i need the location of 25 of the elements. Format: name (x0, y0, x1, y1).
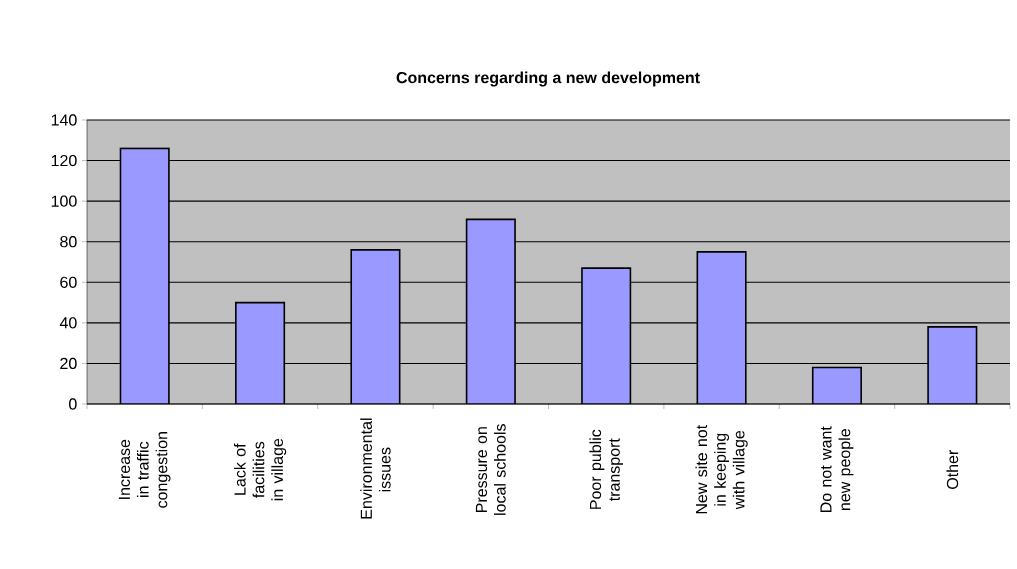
y-tick-label: 80 (60, 236, 77, 248)
bar (581, 267, 632, 404)
y-tick-label: 140 (51, 114, 77, 126)
y-tick-label: 120 (51, 154, 77, 167)
bar (696, 251, 747, 404)
bar (119, 147, 170, 404)
x-tick-label: Lack of facilities in village (233, 438, 287, 501)
bar (235, 301, 286, 404)
x-tick-label: New site not in keeping with village (695, 424, 748, 514)
bar (811, 366, 862, 404)
x-tick-label: Environmental issues (360, 418, 391, 519)
y-tick-label: 100 (51, 195, 77, 207)
x-tick-label: Pressure on local schools (475, 424, 506, 515)
y-tick-label: 0 (69, 398, 77, 410)
x-tick-label: Do not want new people (820, 426, 854, 512)
bar (927, 326, 978, 404)
x-tick-label: Increase in traffic congestion (118, 432, 171, 508)
y-tick-label: 40 (59, 317, 77, 329)
y-tick-label: 20 (60, 357, 77, 370)
x-tick-label: Other (946, 449, 959, 489)
y-tick-label: 60 (60, 276, 77, 288)
chart-title: Concerns regarding a new development (396, 71, 700, 87)
bar (350, 249, 401, 404)
x-tick-label: Poor public transport (589, 429, 623, 509)
bar (465, 218, 516, 404)
